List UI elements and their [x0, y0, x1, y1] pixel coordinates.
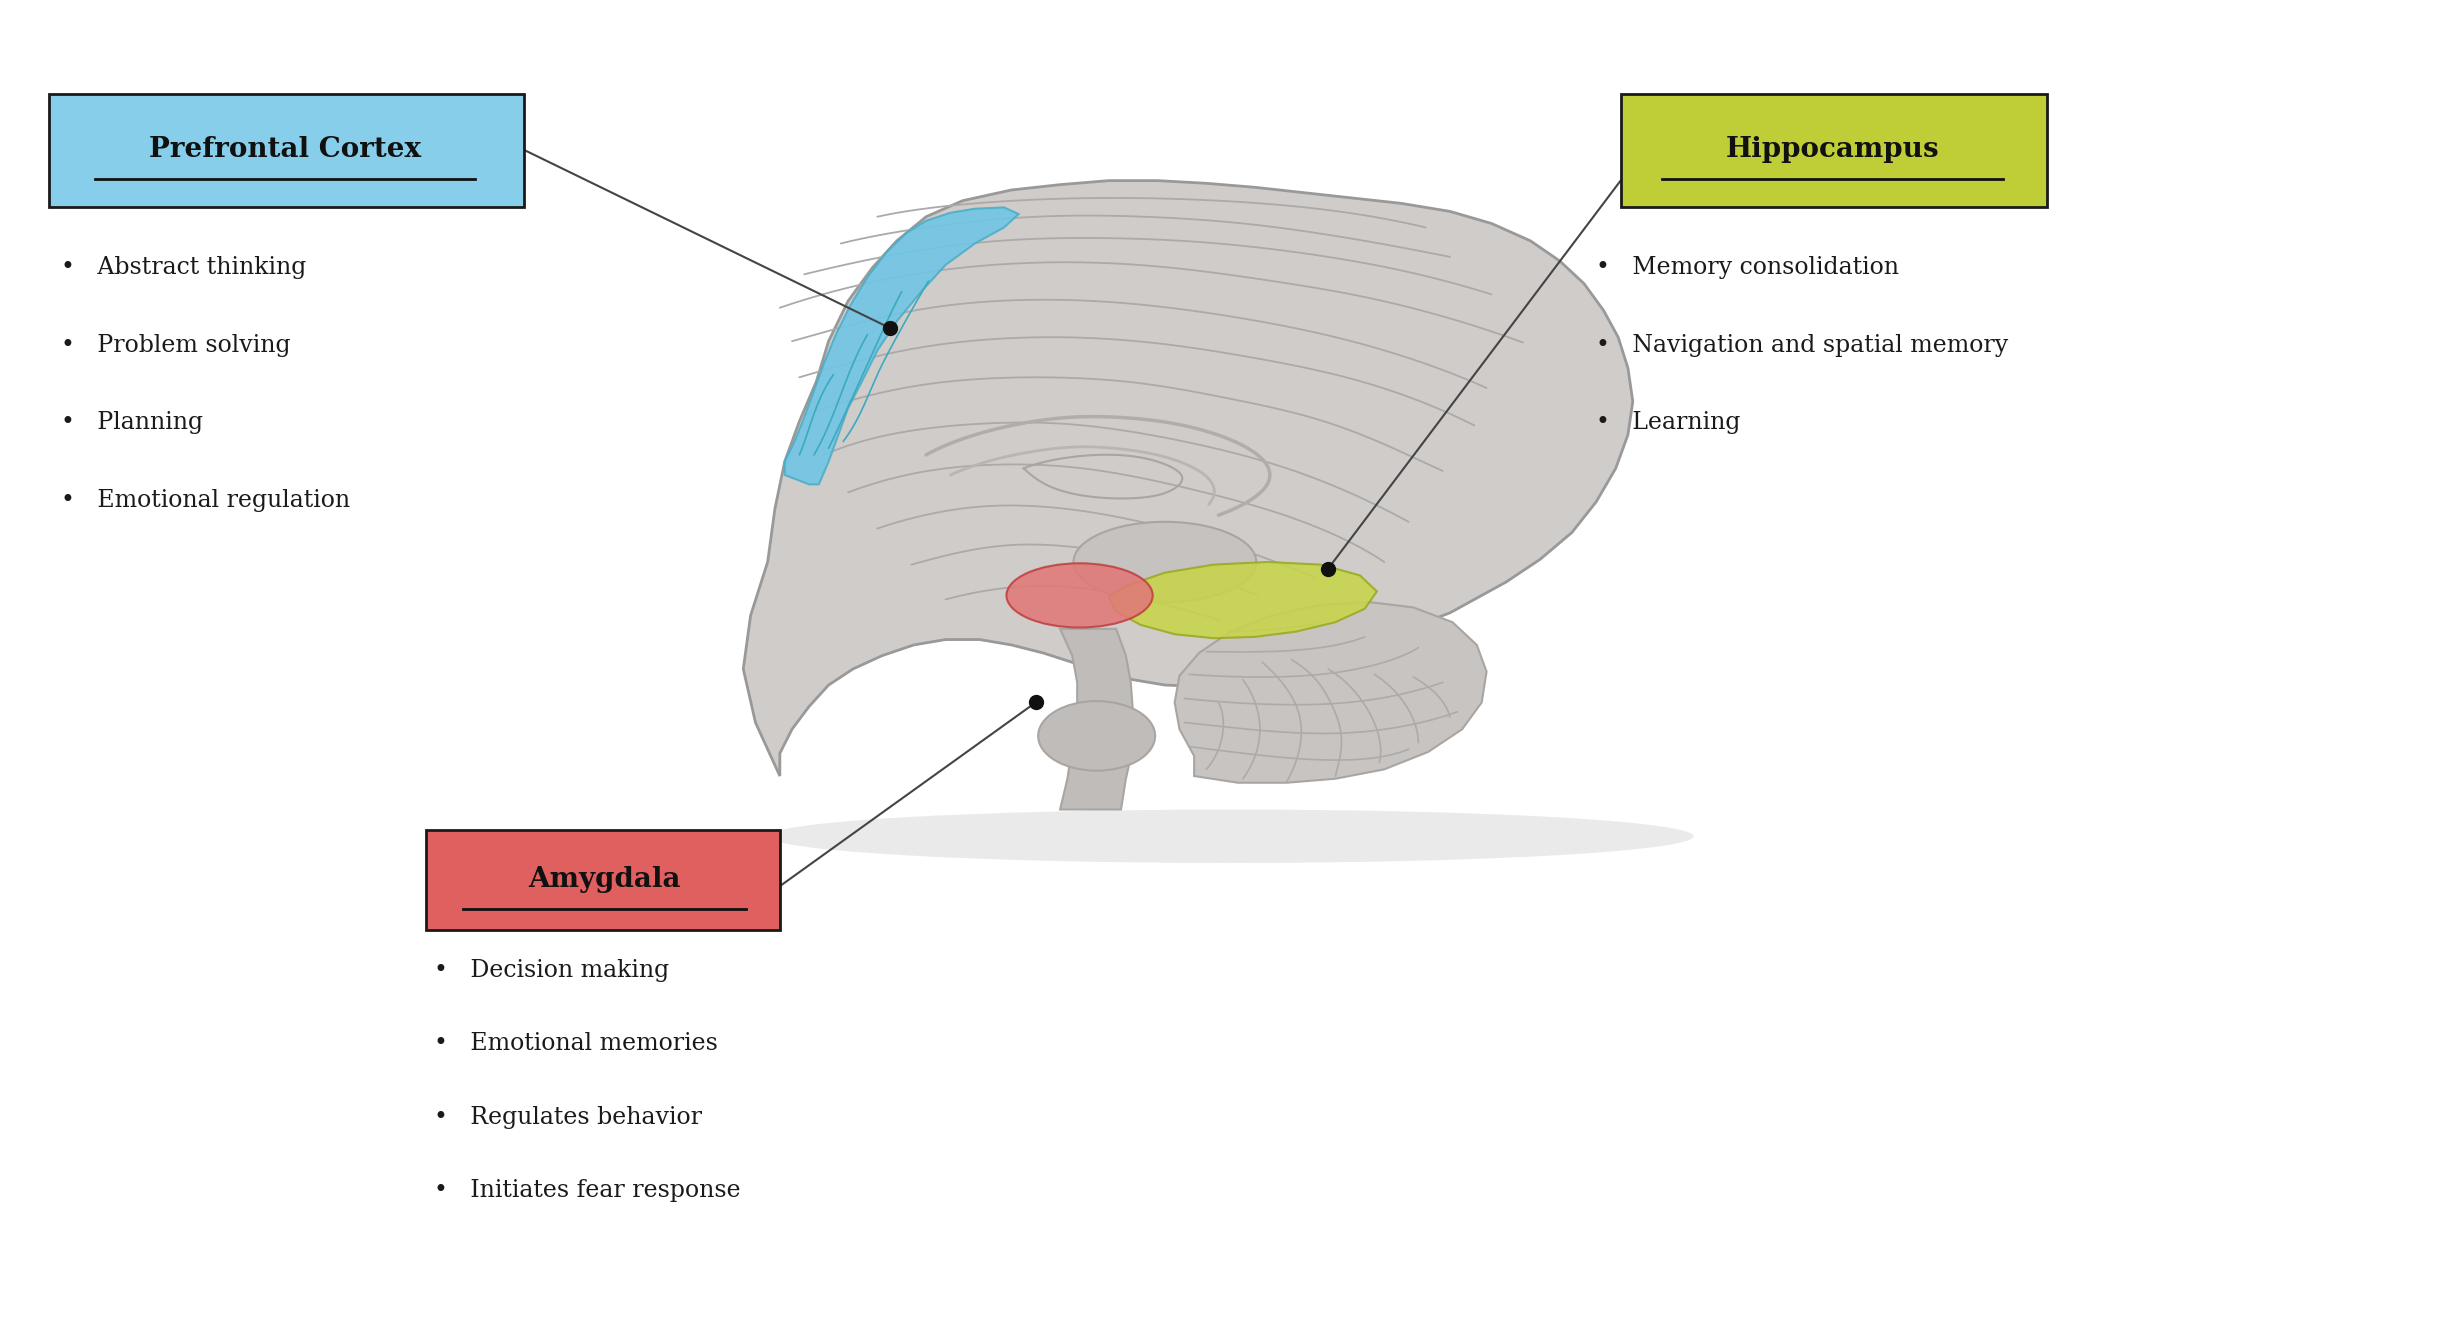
Text: •   Decision making: • Decision making	[434, 958, 670, 982]
FancyBboxPatch shape	[426, 830, 780, 930]
Polygon shape	[1109, 562, 1377, 638]
Polygon shape	[1175, 602, 1487, 783]
Text: Prefrontal Cortex: Prefrontal Cortex	[149, 136, 422, 163]
Text: •   Problem solving: • Problem solving	[61, 333, 290, 357]
Text: Amygdala: Amygdala	[529, 866, 680, 892]
Text: •   Learning: • Learning	[1596, 411, 1740, 435]
Text: •   Planning: • Planning	[61, 411, 202, 435]
Ellipse shape	[1072, 522, 1257, 602]
FancyBboxPatch shape	[49, 94, 524, 207]
Text: •   Initiates fear response: • Initiates fear response	[434, 1179, 741, 1203]
Ellipse shape	[1038, 701, 1155, 771]
Point	[1309, 558, 1348, 579]
FancyBboxPatch shape	[1621, 94, 2047, 207]
Text: •   Regulates behavior: • Regulates behavior	[434, 1105, 702, 1129]
Text: •   Abstract thinking: • Abstract thinking	[61, 256, 307, 280]
Text: •   Navigation and spatial memory: • Navigation and spatial memory	[1596, 333, 2008, 357]
Point	[1016, 692, 1055, 713]
Ellipse shape	[768, 809, 1694, 863]
Polygon shape	[743, 181, 1633, 776]
Text: •   Memory consolidation: • Memory consolidation	[1596, 256, 1898, 280]
Ellipse shape	[1006, 563, 1153, 628]
Point	[870, 317, 909, 339]
Text: •   Emotional memories: • Emotional memories	[434, 1032, 716, 1056]
Text: •   Emotional regulation: • Emotional regulation	[61, 488, 351, 512]
Text: Hippocampus: Hippocampus	[1725, 136, 1940, 163]
Polygon shape	[1060, 629, 1133, 809]
Polygon shape	[785, 207, 1019, 484]
